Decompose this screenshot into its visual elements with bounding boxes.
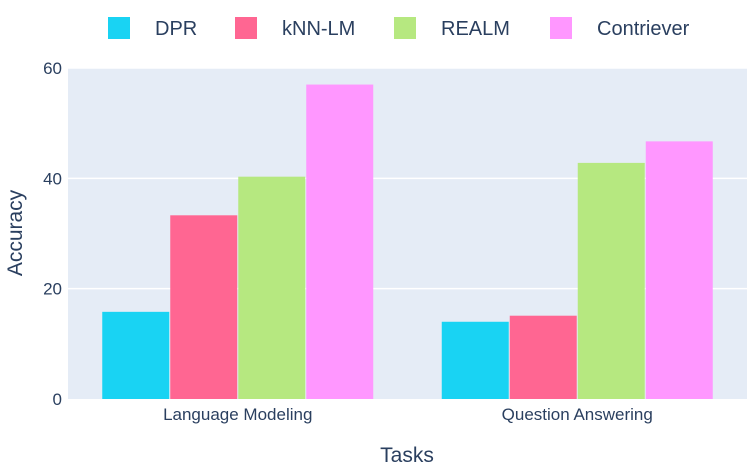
y-tick-label: 60	[43, 59, 62, 78]
legend-item[interactable]: Contriever	[550, 17, 690, 40]
legend-swatch	[550, 17, 572, 39]
y-axis-ticks: 0 20 40 60	[43, 59, 62, 409]
bar-realm-0	[238, 176, 306, 399]
legend-label: REALM	[441, 18, 510, 40]
legend-swatch	[394, 17, 416, 39]
x-axis-ticks: Language Modeling Question Answering	[163, 405, 653, 424]
bars	[102, 84, 713, 400]
legend-item[interactable]: kNN-LM	[235, 17, 355, 40]
legend-label: DPR	[155, 18, 197, 40]
bar-dpr-1	[441, 321, 509, 399]
bar-realm-1	[577, 162, 645, 399]
bar-contriever-1	[645, 141, 713, 399]
legend: DPR kNN-LM REALM Contriever	[108, 17, 690, 40]
plot-background	[68, 68, 747, 399]
legend-item[interactable]: DPR	[108, 17, 197, 40]
bar-knn-lm-0	[170, 215, 238, 399]
x-tick-label: Language Modeling	[163, 405, 312, 424]
bar-contriever-0	[306, 84, 374, 400]
legend-swatch	[108, 17, 130, 39]
y-tick-label: 40	[43, 169, 62, 188]
legend-label: kNN-LM	[282, 18, 355, 40]
legend-label: Contriever	[597, 18, 690, 40]
bar-knn-lm-1	[509, 315, 577, 399]
y-axis-title: Accuracy	[4, 189, 27, 276]
y-tick-label: 20	[43, 280, 62, 299]
x-axis-title: Tasks	[380, 444, 434, 467]
legend-item[interactable]: REALM	[394, 17, 510, 40]
legend-swatch	[235, 17, 257, 39]
x-tick-label: Question Answering	[502, 405, 653, 424]
bar-dpr-0	[102, 311, 170, 399]
y-tick-label: 0	[53, 390, 62, 409]
